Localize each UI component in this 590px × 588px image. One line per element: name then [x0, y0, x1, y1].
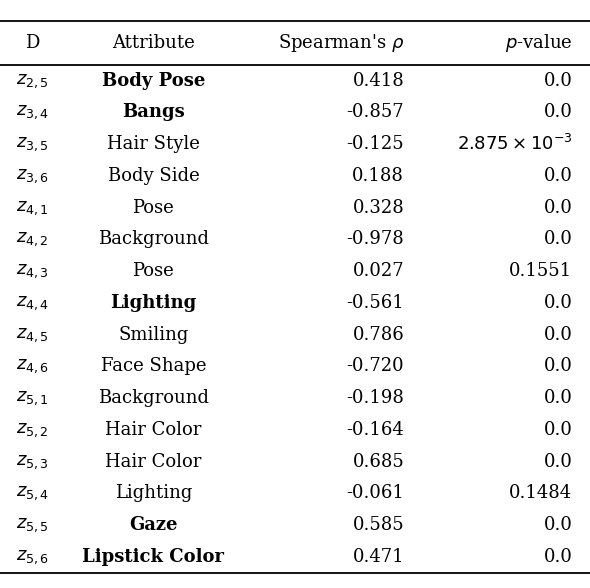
Text: 0.0: 0.0	[543, 389, 572, 407]
Text: $z_{3,5}$: $z_{3,5}$	[16, 135, 49, 153]
Text: Background: Background	[98, 230, 209, 248]
Text: 0.0: 0.0	[543, 358, 572, 375]
Text: $z_{5,2}$: $z_{5,2}$	[16, 421, 49, 439]
Text: 0.0: 0.0	[543, 421, 572, 439]
Text: Body Pose: Body Pose	[101, 72, 205, 89]
Text: -0.061: -0.061	[346, 485, 404, 502]
Text: 0.0: 0.0	[543, 103, 572, 121]
Text: $z_{4,1}$: $z_{4,1}$	[16, 199, 49, 216]
Text: Lighting: Lighting	[114, 485, 192, 502]
Text: -0.561: -0.561	[346, 294, 404, 312]
Text: 0.0: 0.0	[543, 199, 572, 216]
Text: 0.0: 0.0	[543, 230, 572, 248]
Text: 0.0: 0.0	[543, 326, 572, 343]
Text: -0.164: -0.164	[346, 421, 404, 439]
Text: 0.0: 0.0	[543, 72, 572, 89]
Text: Hair Color: Hair Color	[105, 421, 202, 439]
Text: 0.0: 0.0	[543, 453, 572, 470]
Text: $z_{3,6}$: $z_{3,6}$	[16, 167, 49, 185]
Text: $z_{5,4}$: $z_{5,4}$	[16, 485, 49, 502]
Text: $2.875\times10^{-3}$: $2.875\times10^{-3}$	[457, 134, 572, 154]
Text: -0.198: -0.198	[346, 389, 404, 407]
Text: D: D	[25, 34, 40, 52]
Text: $z_{2,5}$: $z_{2,5}$	[16, 72, 49, 89]
Text: 0.0: 0.0	[543, 294, 572, 312]
Text: Spearman's $\rho$: Spearman's $\rho$	[278, 32, 404, 54]
Text: 0.1551: 0.1551	[509, 262, 572, 280]
Text: -0.125: -0.125	[346, 135, 404, 153]
Text: Lighting: Lighting	[110, 294, 196, 312]
Text: Background: Background	[98, 389, 209, 407]
Text: $z_{4,5}$: $z_{4,5}$	[16, 326, 49, 343]
Text: -0.857: -0.857	[346, 103, 404, 121]
Text: Body Side: Body Side	[107, 167, 199, 185]
Text: $z_{5,6}$: $z_{5,6}$	[16, 548, 49, 566]
Text: 0.0: 0.0	[543, 548, 572, 566]
Text: Gaze: Gaze	[129, 516, 178, 534]
Text: -0.720: -0.720	[346, 358, 404, 375]
Text: $z_{4,2}$: $z_{4,2}$	[16, 230, 49, 248]
Text: Lipstick Color: Lipstick Color	[83, 548, 224, 566]
Text: 0.786: 0.786	[352, 326, 404, 343]
Text: 0.685: 0.685	[352, 453, 404, 470]
Text: -0.978: -0.978	[346, 230, 404, 248]
Text: Bangs: Bangs	[122, 103, 185, 121]
Text: $z_{3,4}$: $z_{3,4}$	[16, 103, 49, 121]
Text: 0.328: 0.328	[352, 199, 404, 216]
Text: 0.1484: 0.1484	[509, 485, 572, 502]
Text: 0.027: 0.027	[353, 262, 404, 280]
Text: 0.471: 0.471	[353, 548, 404, 566]
Text: Attribute: Attribute	[112, 34, 195, 52]
Text: Pose: Pose	[133, 262, 174, 280]
Text: Hair Style: Hair Style	[107, 135, 200, 153]
Text: 0.418: 0.418	[352, 72, 404, 89]
Text: $z_{5,1}$: $z_{5,1}$	[16, 389, 49, 407]
Text: 0.585: 0.585	[353, 516, 404, 534]
Text: $z_{4,4}$: $z_{4,4}$	[16, 294, 49, 312]
Text: 0.0: 0.0	[543, 516, 572, 534]
Text: $p$-value: $p$-value	[505, 32, 572, 54]
Text: $z_{5,3}$: $z_{5,3}$	[16, 453, 49, 470]
Text: Hair Color: Hair Color	[105, 453, 202, 470]
Text: Smiling: Smiling	[118, 326, 189, 343]
Text: Pose: Pose	[133, 199, 174, 216]
Text: $z_{4,6}$: $z_{4,6}$	[16, 358, 49, 375]
Text: Face Shape: Face Shape	[101, 358, 206, 375]
Text: $z_{5,5}$: $z_{5,5}$	[16, 516, 49, 534]
Text: $z_{4,3}$: $z_{4,3}$	[16, 262, 49, 280]
Text: 0.188: 0.188	[352, 167, 404, 185]
Text: 0.0: 0.0	[543, 167, 572, 185]
